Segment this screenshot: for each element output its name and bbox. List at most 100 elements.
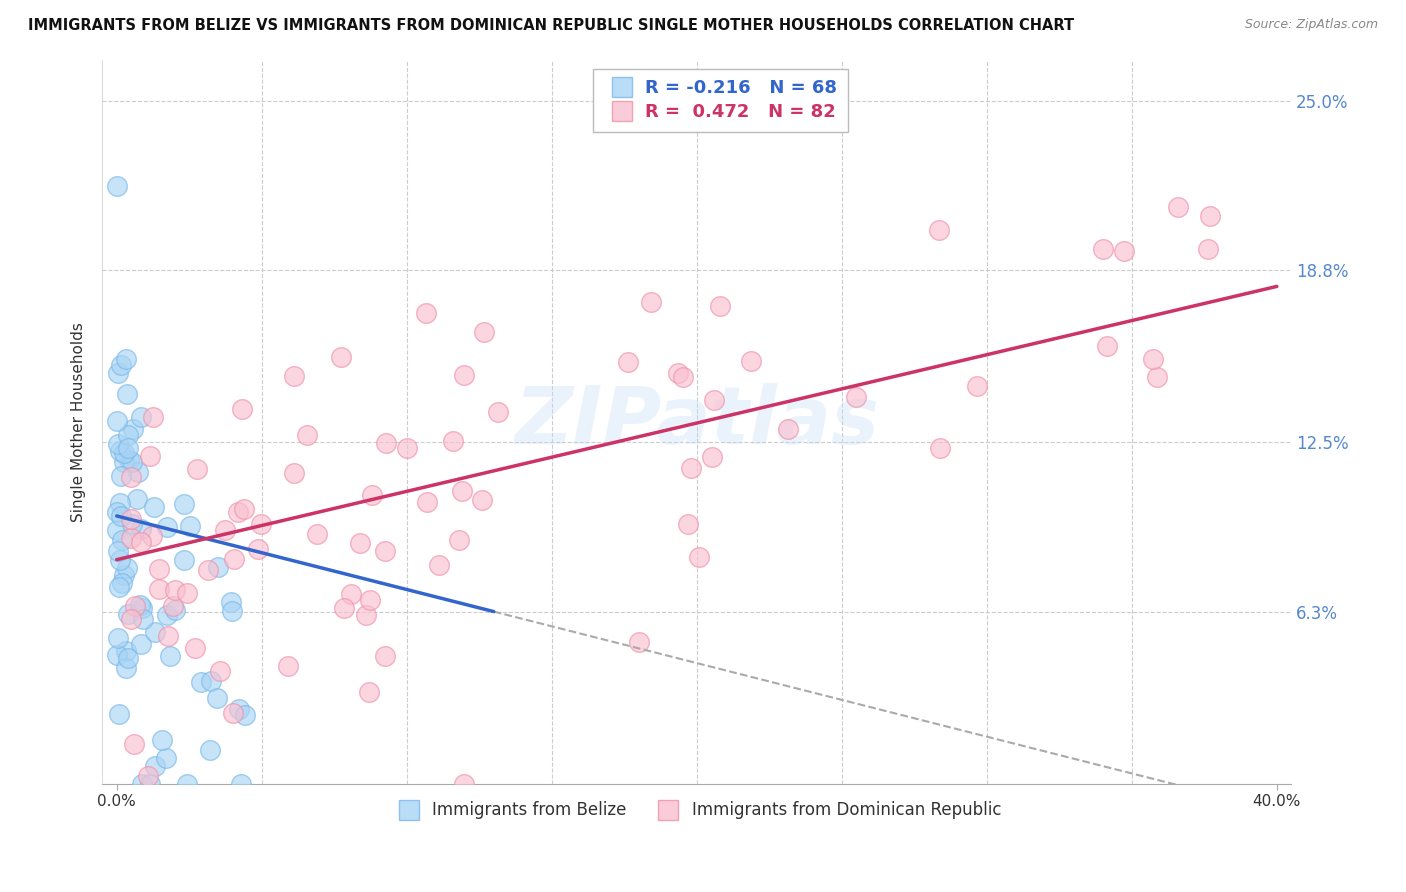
Point [148,582,170,596]
Point [132,612,155,626]
Point [471,493,494,508]
Point [486,405,509,419]
Point [197,563,219,577]
Point [207,559,229,574]
Point [678,516,700,531]
Point [176,586,198,600]
Point [173,552,195,566]
Point [165,583,187,598]
Point [111,576,134,591]
Point [207,691,229,706]
Point [120,532,142,546]
Point [110,358,132,372]
Point [173,497,195,511]
Point [120,470,142,484]
Point [105,506,128,520]
Point [232,502,254,516]
Legend: Immigrants from Belize, Immigrants from Dominican Republic: Immigrants from Belize, Immigrants from … [385,795,1008,826]
Point [640,294,662,309]
Point [148,562,170,576]
Point [354,607,377,622]
Point [1142,351,1164,366]
Point [453,368,475,383]
Point [246,542,269,557]
Point [329,350,352,364]
Point [360,488,382,502]
Point [627,635,650,649]
Point [427,558,450,572]
Point [107,632,129,646]
Point [928,222,950,236]
Point [129,522,152,536]
Point [415,306,437,320]
Point [117,428,139,442]
Point [374,544,396,558]
Point [150,733,173,747]
Point [283,466,305,480]
Point [115,661,138,675]
Point [159,649,181,664]
Point [283,369,305,384]
Point [108,552,131,566]
Point [112,568,135,582]
Point [108,706,131,721]
Point [117,607,139,621]
Point [688,550,710,565]
Point [415,494,437,508]
Point [124,599,146,613]
Point [451,483,474,498]
Point [156,519,179,533]
Point [226,505,249,519]
Point [107,543,129,558]
Point [114,352,136,367]
Point [1114,244,1136,259]
Point [143,625,166,640]
Point [214,524,236,538]
Point [1197,242,1219,256]
Text: IMMIGRANTS FROM BELIZE VS IMMIGRANTS FROM DOMINICAN REPUBLIC SINGLE MOTHER HOUSE: IMMIGRANTS FROM BELIZE VS IMMIGRANTS FRO… [28,18,1074,33]
Point [129,637,152,651]
Point [142,409,165,424]
Text: ZIPatlas: ZIPatlas [515,383,879,460]
Point [111,533,134,547]
Point [118,453,141,467]
Point [120,612,142,626]
Point [115,561,138,575]
Point [1092,242,1115,256]
Point [441,434,464,448]
Point [190,674,212,689]
Point [219,594,242,608]
Point [139,777,162,791]
Point [1095,339,1118,353]
Point [472,325,495,339]
Point [229,777,252,791]
Point [447,533,470,548]
Point [359,685,381,699]
Point [107,648,129,662]
Point [740,353,762,368]
Point [453,777,475,791]
Point [222,706,245,720]
Point [776,422,799,436]
Point [141,529,163,543]
Point [179,519,201,533]
Point [110,444,132,458]
Point [107,437,129,451]
Point [120,511,142,525]
Point [233,707,256,722]
Point [374,649,396,664]
Point [209,665,232,679]
Point [231,401,253,416]
Point [143,758,166,772]
Point [105,179,128,194]
Point [340,587,363,601]
Point [709,299,731,313]
Point [110,508,132,523]
Point [928,441,950,455]
Point [129,598,152,612]
Point [124,737,146,751]
Point [112,455,135,469]
Point [129,409,152,424]
Point [131,535,153,549]
Point [131,777,153,791]
